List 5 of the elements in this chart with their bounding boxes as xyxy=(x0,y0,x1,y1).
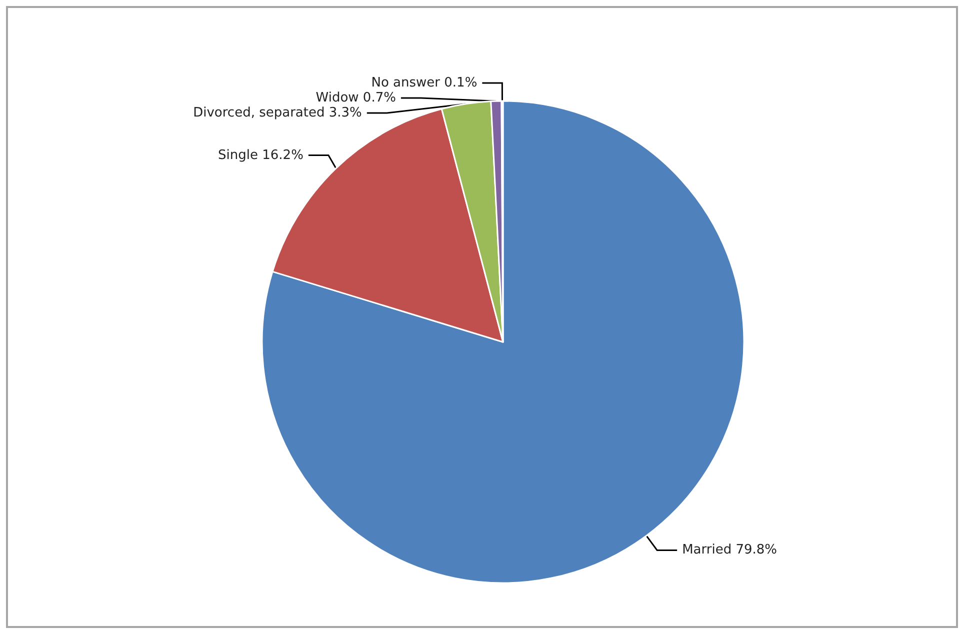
slice-label: Single 16.2% xyxy=(218,148,304,163)
slice-label: Divorced, separated 3.3% xyxy=(193,106,362,120)
slice-label: No answer 0.1% xyxy=(371,76,478,90)
slice-label: Widow 0.7% xyxy=(316,90,396,106)
slice-label: Married 79.8% xyxy=(682,542,778,558)
